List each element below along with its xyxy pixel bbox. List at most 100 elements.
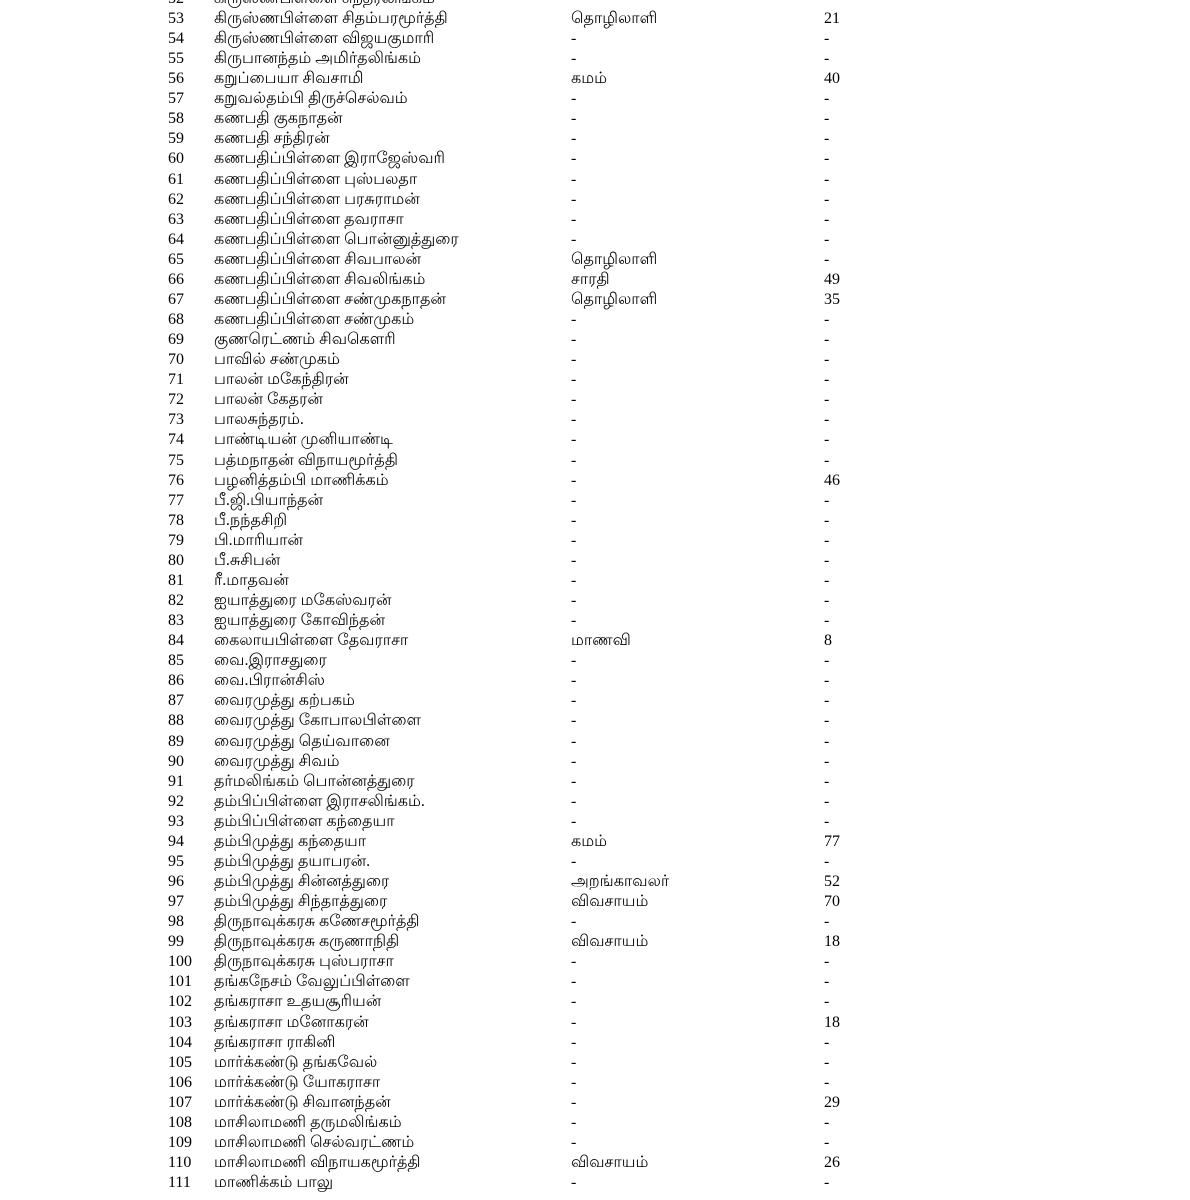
occupation: -: [571, 792, 577, 810]
person-name: மாணிக்கம் பாலு: [214, 1174, 334, 1192]
row-number: 104: [168, 1033, 192, 1051]
person-name: கைலாயபிள்ளை தேவராசா: [214, 632, 409, 650]
person-name: ரீ.மாதவன்: [214, 571, 289, 589]
occupation: கமம்: [571, 70, 607, 88]
occupation: -: [571, 953, 577, 971]
occupation: -: [571, 592, 577, 610]
occupation: -: [571, 511, 577, 529]
age: -: [824, 411, 830, 429]
person-name: மார்க்கண்டு சிவானந்தன்: [214, 1093, 391, 1111]
person-name: மாசிலாமணி விநாயகமூர்த்தி: [214, 1153, 421, 1171]
age: -: [824, 1053, 830, 1071]
row-number: 88: [168, 712, 184, 730]
row-number: 93: [168, 812, 184, 830]
occupation: -: [571, 351, 577, 369]
occupation: -: [571, 230, 577, 248]
occupation: தொழிலாளி: [571, 290, 658, 308]
occupation: -: [571, 1133, 577, 1151]
person-name: வைரமுத்து சிவம்: [214, 752, 340, 770]
row-number: 75: [168, 451, 184, 469]
occupation: விவசாயம்: [571, 1153, 649, 1171]
row-number: 77: [168, 491, 184, 509]
row-number: 85: [168, 652, 184, 670]
age: -: [824, 732, 830, 750]
occupation: -: [571, 471, 577, 489]
row-number: 98: [168, 913, 184, 931]
occupation: -: [571, 0, 576, 9]
row-number: 53: [168, 10, 184, 27]
person-name: பீ.ஜி.பியாந்தன்: [214, 491, 324, 509]
age: -: [824, 652, 830, 670]
row-number: 57: [168, 90, 184, 108]
person-name: தங்கராசா மனோகரன்: [214, 1013, 369, 1031]
occupation: -: [571, 331, 577, 349]
person-name: கணபதிப்பிள்ளை பரசுராமன்: [214, 190, 420, 208]
occupation: -: [571, 391, 577, 409]
person-name: கணபதிப்பிள்ளை சிவபாலன்: [214, 250, 422, 268]
age: 18: [824, 933, 840, 951]
age: 29: [824, 1093, 840, 1111]
row-number: 97: [168, 893, 184, 911]
age: -: [824, 170, 830, 188]
row-number: 91: [168, 772, 184, 790]
person-name: பாலசுந்தரம்.: [214, 411, 304, 429]
age: -: [824, 250, 830, 268]
row-number: 56: [168, 70, 184, 88]
age: -: [824, 331, 830, 349]
row-number: 59: [168, 130, 184, 148]
occupation: -: [571, 1033, 577, 1051]
age: -: [824, 511, 830, 529]
age: -: [824, 1033, 830, 1051]
person-name: வை.இராசதுரை: [214, 652, 327, 670]
person-name: கணபதிப்பிள்ளை பொன்னுத்துரை: [214, 230, 459, 248]
person-name: கிருஸ்ணபிள்ளை விஜயகுமாரி: [214, 30, 435, 48]
occupation: -: [571, 852, 577, 870]
person-name: தங்கராசா உதயசூரியன்: [214, 993, 382, 1011]
row-number: 62: [168, 190, 184, 208]
person-name: கணபதிப்பிள்ளை சிவலிங்கம்: [214, 270, 426, 288]
row-number: 80: [168, 551, 184, 569]
occupation: -: [571, 712, 577, 730]
occupation: -: [571, 411, 577, 429]
age: 35: [824, 290, 840, 308]
person-name: தம்பிமுத்து சின்னத்துரை: [214, 873, 390, 890]
age: -: [824, 30, 830, 48]
age: -: [824, 391, 830, 409]
age: -: [824, 993, 830, 1011]
row-number: 63: [168, 210, 184, 228]
row-number: 64: [168, 230, 184, 248]
occupation: -: [571, 571, 577, 589]
age: -: [824, 913, 830, 931]
age: 46: [824, 471, 840, 489]
occupation: சாரதி: [571, 270, 610, 288]
age: -: [824, 230, 830, 248]
row-number: 102: [168, 993, 192, 1011]
occupation: தொழிலாளி: [571, 250, 658, 268]
age: 18: [824, 1013, 840, 1031]
person-name: கணபதிப்பிள்ளை சண்முகம்: [214, 311, 415, 329]
row-number: 78: [168, 511, 184, 529]
age: -: [824, 712, 830, 730]
age: -: [824, 1133, 830, 1151]
row-number: 106: [168, 1073, 192, 1091]
occupation: -: [571, 311, 577, 329]
row-number: 82: [168, 592, 184, 610]
occupation: -: [571, 531, 577, 549]
occupation: அறங்காவலர்: [571, 873, 670, 890]
occupation: விவசாயம்: [571, 933, 649, 951]
row-number: 107: [168, 1093, 192, 1111]
age: -: [824, 752, 830, 770]
age: -: [824, 190, 830, 208]
person-name: வை.பிரான்சிஸ்: [214, 672, 325, 690]
row-number: 52: [168, 0, 184, 9]
age: -: [824, 612, 830, 630]
occupation: -: [571, 812, 577, 830]
age: -: [824, 50, 830, 68]
person-name: தம்பிமுத்து சிந்தாத்துரை: [214, 893, 388, 911]
person-name: கிருஸ்ணபிள்ளை சுந்தரலிங்கம்: [214, 0, 435, 9]
row-number: 66: [168, 270, 184, 288]
person-name: கிருஸ்ணபிள்ளை சிதம்பரமூர்த்தி: [214, 10, 448, 27]
row-number: 89: [168, 732, 184, 750]
age: 49: [824, 270, 840, 288]
